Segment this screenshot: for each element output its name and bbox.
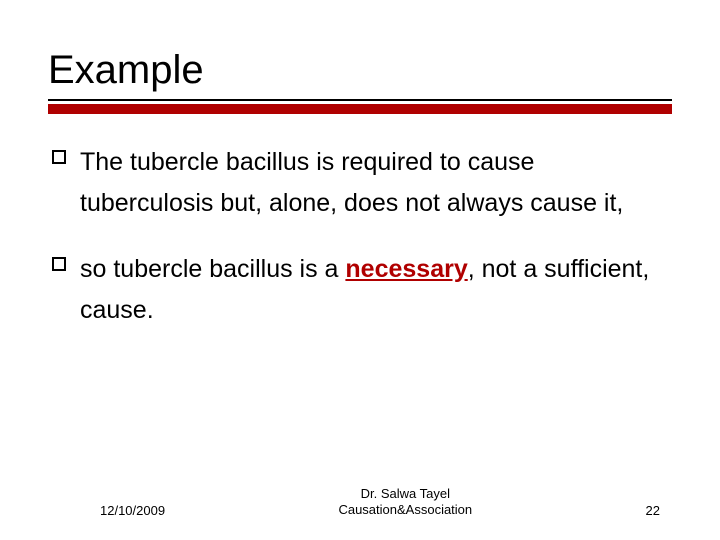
bullet-item: so tubercle bacillus is a necessary, not…	[52, 249, 672, 332]
footer-author-topic: Causation&Association	[338, 502, 472, 518]
slide-footer: 12/10/2009 Dr. Salwa Tayel Causation&Ass…	[0, 486, 720, 519]
title-accent-bar	[48, 104, 672, 114]
footer-author: Dr. Salwa Tayel Causation&Association	[338, 486, 472, 519]
checkbox-icon	[52, 150, 66, 164]
title-underline	[48, 99, 672, 101]
bullet-text: The tubercle bacillus is required to cau…	[80, 142, 672, 225]
footer-author-name: Dr. Salwa Tayel	[338, 486, 472, 502]
footer-page-number: 22	[646, 503, 660, 518]
bullet-list: The tubercle bacillus is required to cau…	[48, 142, 672, 331]
bullet-text: so tubercle bacillus is a necessary, not…	[80, 249, 672, 332]
bullet-item: The tubercle bacillus is required to cau…	[52, 142, 672, 225]
footer-date: 12/10/2009	[100, 503, 165, 518]
checkbox-icon	[52, 257, 66, 271]
slide-title: Example	[48, 48, 672, 93]
bullet-pre: so tubercle bacillus is a	[80, 255, 345, 283]
bullet-emph: necessary	[345, 255, 467, 283]
bullet-pre: The tubercle bacillus is required to cau…	[80, 148, 623, 217]
slide-container: Example The tubercle bacillus is require…	[0, 0, 720, 540]
